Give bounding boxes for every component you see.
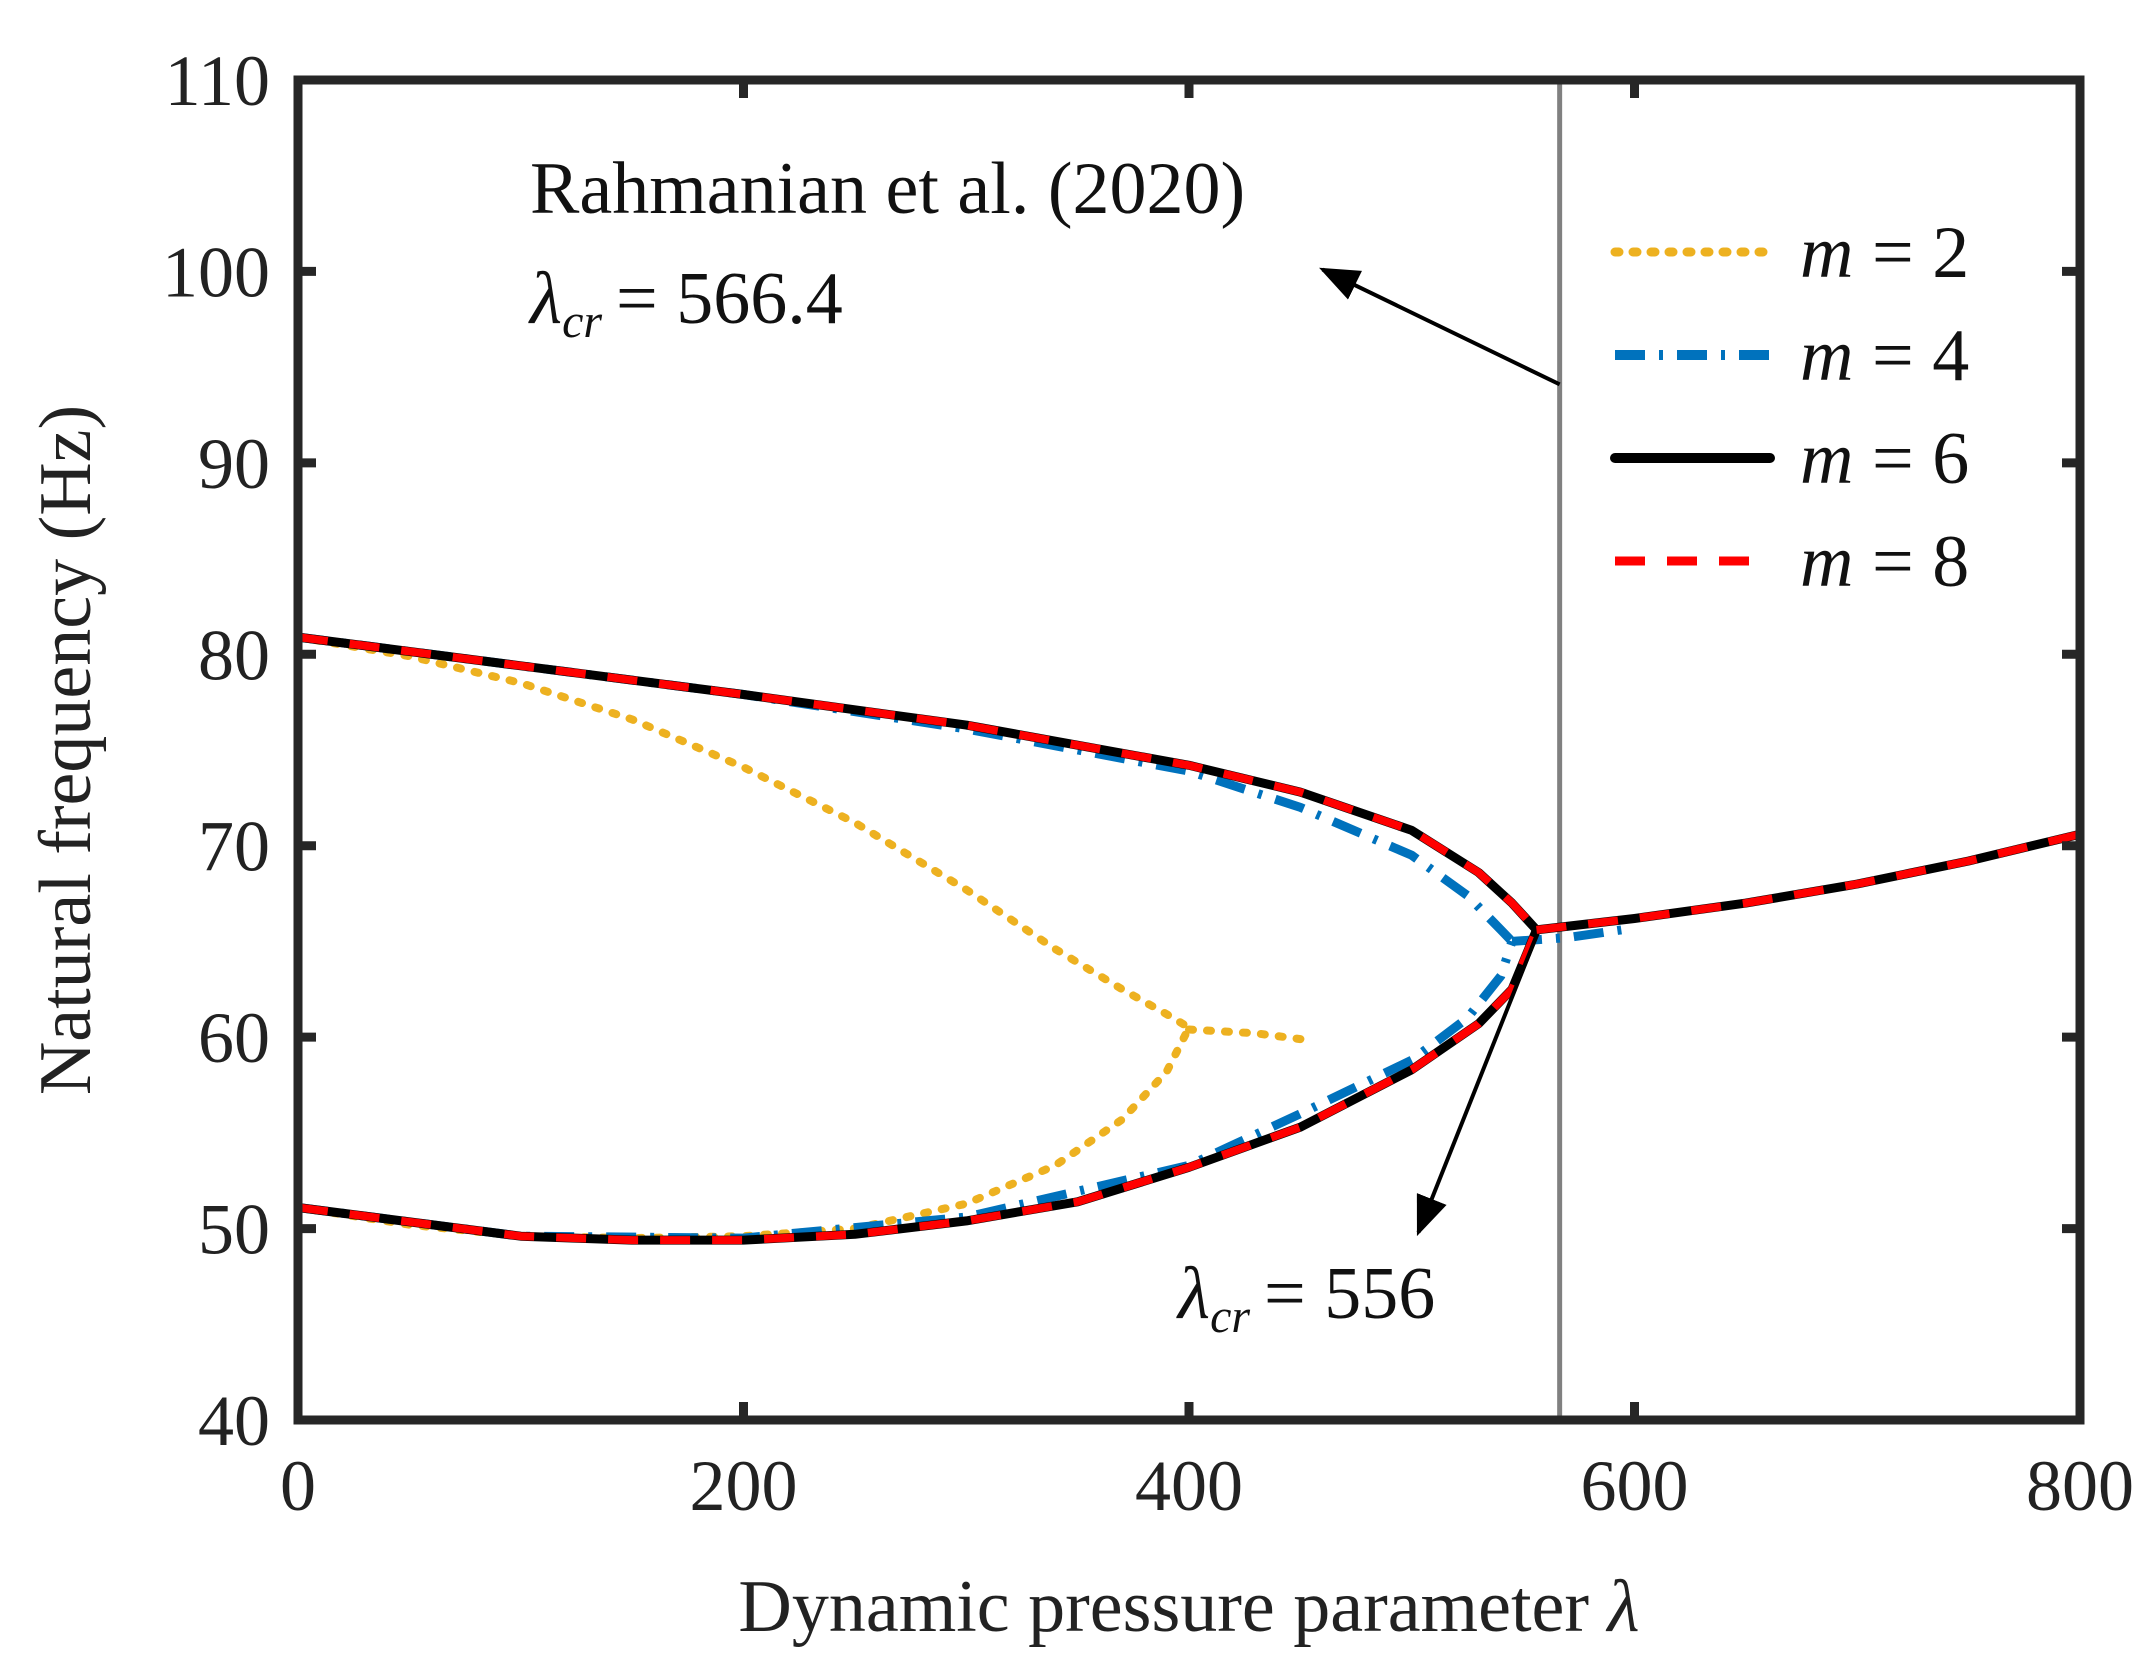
tick-labels-layer: 0 200 400 600 800 40 50 60 70 80 90 100 110 (162, 41, 2134, 1526)
y-axis-title: Natural frequency (Hz) (25, 405, 107, 1095)
series-m2-segment-3 (1185, 1025, 1305, 1044)
series-m8-segment-1 (297, 633, 1540, 933)
series-m8-segment-2 (297, 928, 1541, 1245)
legend-label-m8: m = 8 (1800, 521, 1969, 603)
y-tick-label-40: 40 (198, 1381, 270, 1461)
annotation-rahmanian: Rahmanian et al. (2020) λcr = 566.4 (528, 148, 1245, 348)
legend-background (1580, 200, 2000, 620)
series-m8-segment-3 (1536, 830, 2081, 934)
x-axis-lambda: λ (1606, 1566, 1640, 1648)
x-axis-title: Dynamic pressure parameter λ (738, 1566, 1639, 1648)
plot-frame (293, 75, 2085, 1425)
series-m2-segment-1 (294, 633, 1193, 1032)
legend: m = 2 m = 4 m = 6 m = 8 (1580, 200, 2000, 620)
x-tick-label-800: 800 (2026, 1446, 2134, 1526)
y-tick-label-70: 70 (198, 807, 270, 887)
x-tick-label-600: 600 (1581, 1446, 1689, 1526)
annotation-present: λcr = 556 (1176, 1253, 1435, 1343)
legend-label-m4: m = 4 (1800, 315, 1969, 397)
legend-label-m6: m = 6 (1800, 418, 1969, 500)
series-layer (293, 632, 2085, 1245)
y-tick-label-50: 50 (198, 1190, 270, 1270)
annotation-present-value: λcr = 556 (1176, 1253, 1435, 1343)
legend-label-m2: m = 2 (1800, 212, 1969, 294)
x-tick-label-400: 400 (1135, 1446, 1243, 1526)
y-tick-label-80: 80 (198, 615, 270, 695)
x-tick-label-200: 200 (690, 1446, 798, 1526)
annotation-arrow-present (1416, 934, 1539, 1237)
annotation-rahmanian-value: λcr = 566.4 (528, 258, 843, 348)
y-tick-label-110: 110 (165, 41, 270, 121)
x-axis-title-text: Dynamic pressure parameter (738, 1566, 1589, 1648)
y-tick-label-90: 90 (198, 424, 270, 504)
annotation-arrows-layer (1319, 267, 1561, 1237)
legend-lines (1610, 247, 1775, 566)
x-tick-label-0: 0 (280, 1446, 316, 1526)
y-tick-label-100: 100 (162, 232, 270, 312)
annotation-rahmanian-source: Rahmanian et al. (2020) (530, 148, 1245, 230)
y-tick-label-60: 60 (198, 998, 270, 1078)
annotation-arrow-rahmanian (1319, 267, 1561, 387)
